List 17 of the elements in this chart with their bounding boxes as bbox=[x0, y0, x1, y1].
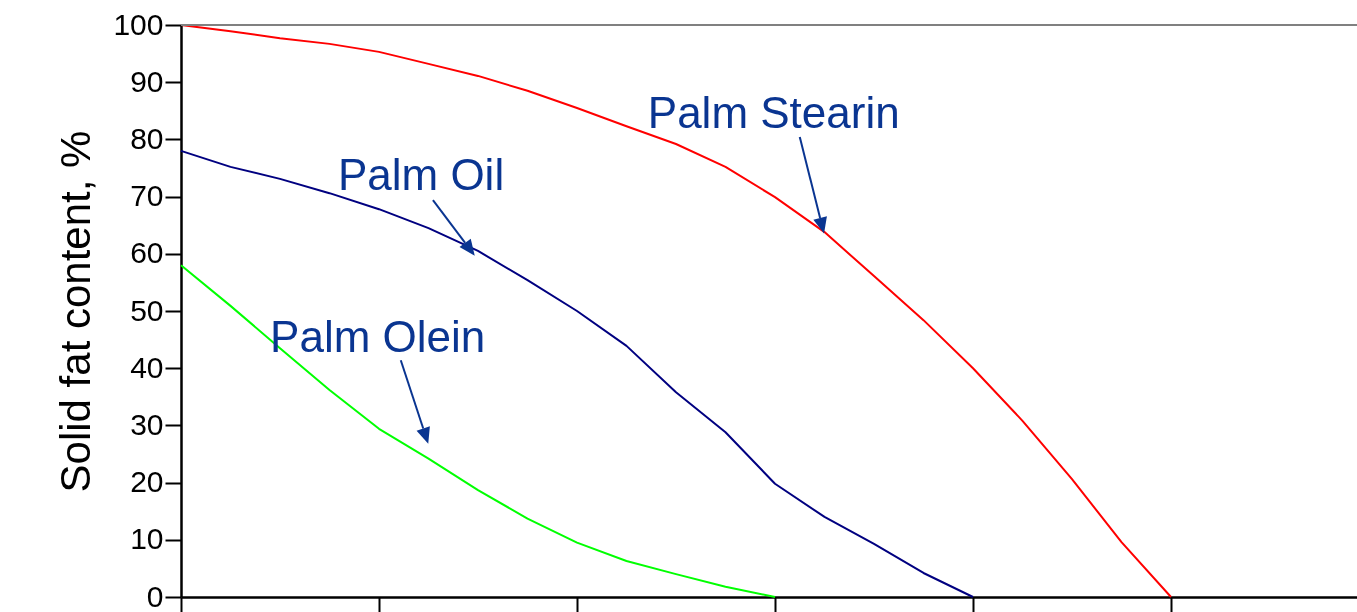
y-tick-label: 30 bbox=[130, 407, 164, 441]
y-tick-label: 80 bbox=[130, 121, 164, 155]
line-series bbox=[180, 264, 776, 598]
y-axis-title: Solid fat content, % bbox=[52, 130, 100, 493]
y-tick-label: 20 bbox=[130, 465, 164, 499]
y-tick-label: 70 bbox=[130, 179, 164, 213]
y-tick-label: 100 bbox=[113, 7, 164, 41]
series-label: Palm Stearin bbox=[647, 87, 900, 137]
y-tick-label: 40 bbox=[130, 350, 164, 384]
series-label: Palm Olein bbox=[270, 312, 486, 362]
y-tick-label: 50 bbox=[130, 293, 164, 327]
y-tick-label: 60 bbox=[130, 236, 164, 270]
y-tick-label: 90 bbox=[130, 64, 164, 98]
series-label: Palm Oil bbox=[337, 149, 505, 199]
y-tick-label: 10 bbox=[130, 522, 164, 556]
line-series bbox=[180, 149, 974, 598]
y-tick-label: 0 bbox=[146, 579, 164, 612]
